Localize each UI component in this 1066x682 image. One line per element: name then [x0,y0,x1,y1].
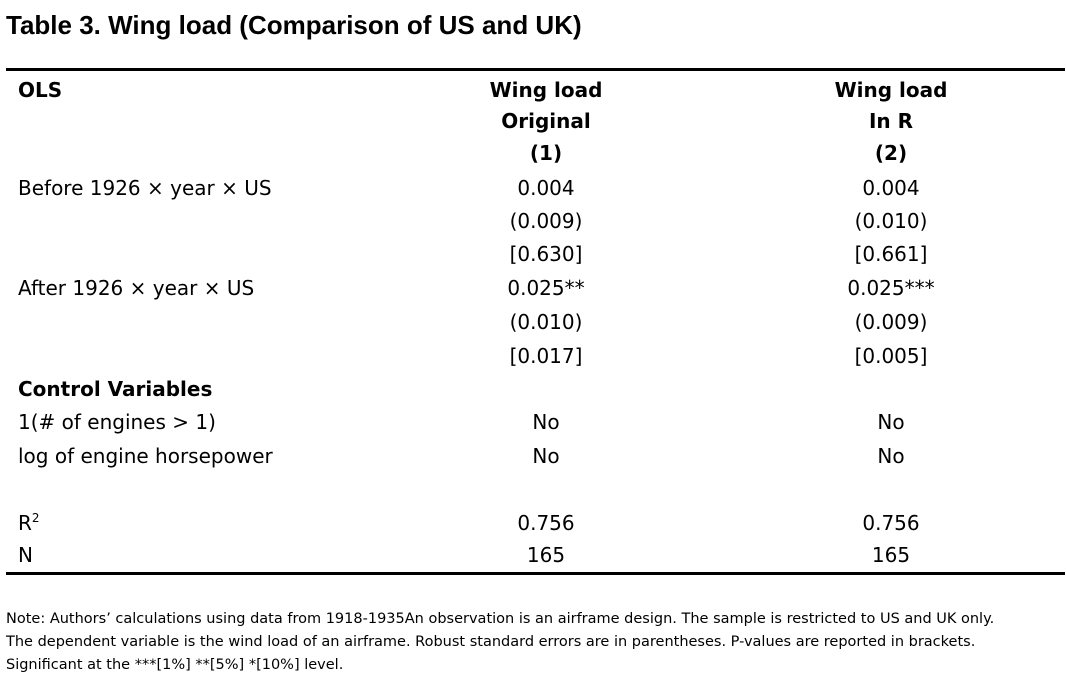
table-row: 1(# of engines > 1) No No [18,406,1058,438]
se-cell: (0.010) [509,310,583,334]
col1-header-line2: Original [501,109,591,133]
header-row-1: OLS Wing load Wing load [18,74,1058,106]
controls-heading: Control Variables [18,377,213,401]
note-line: Significant at the ***[1%] **[5%] *[10%]… [6,657,344,673]
r-squared-value: 0.756 [862,511,920,535]
table-row: [0.630] [0.661] [18,238,1058,270]
table-bottom-rule [6,572,1065,575]
n-label: N [18,543,33,567]
n-value: 165 [526,543,566,567]
control-value: No [532,444,560,468]
table-top-rule [6,68,1065,71]
pvalue-cell: [0.005] [854,344,928,368]
table-row: (0.010) (0.009) [18,306,1058,338]
row-label-after-1926: After 1926 × year × US [18,276,255,300]
table-row: log of engine horsepower No No [18,440,1058,472]
pvalue-cell: [0.630] [509,242,583,266]
model-label: OLS [18,78,63,102]
r-squared-value: 0.756 [517,511,575,535]
table-row: After 1926 × year × US 0.025** 0.025*** [18,272,1058,304]
col2-header-line2: In R [868,109,914,133]
n-value: 165 [871,543,911,567]
header-row-2: Original In R [18,105,1058,137]
table-row: Control Variables [18,373,1058,405]
coef-cell: 0.025*** [847,276,935,300]
col1-header-number: (1) [529,141,563,165]
se-cell: (0.010) [854,209,928,233]
table-note: Note: Authors’ calculations using data f… [6,608,1061,677]
table-row: N 165 165 [18,539,1058,571]
coef-cell: 0.004 [862,176,920,200]
pvalue-cell: [0.661] [854,242,928,266]
control-value: No [877,444,905,468]
control-label-horsepower: log of engine horsepower [18,444,273,468]
pvalue-cell: [0.017] [509,344,583,368]
col2-header-line1: Wing load [834,78,948,102]
row-label-before-1926: Before 1926 × year × US [18,176,272,200]
table-row: [0.017] [0.005] [18,340,1058,372]
header-row-3: (1) (2) [18,137,1058,169]
control-label-engines: 1(# of engines > 1) [18,410,216,434]
table-row: R2 0.756 0.756 [18,507,1058,539]
note-line: The dependent variable is the wind load … [6,634,976,650]
note-line: Note: Authors’ calculations using data f… [6,611,995,627]
se-cell: (0.009) [854,310,928,334]
control-value: No [532,410,560,434]
table-row: (0.009) (0.010) [18,205,1058,237]
col1-header-line1: Wing load [489,78,603,102]
col2-header-number: (2) [874,141,908,165]
r-squared-superscript: 2 [31,511,40,525]
r-squared-letter: R [18,511,32,535]
table-row: Before 1926 × year × US 0.004 0.004 [18,172,1058,204]
table-title: Table 3. Wing load (Comparison of US and… [6,10,582,40]
coef-cell: 0.025** [507,276,585,300]
se-cell: (0.009) [509,209,583,233]
r-squared-label: R2 [18,507,40,539]
coef-cell: 0.004 [517,176,575,200]
control-value: No [877,410,905,434]
